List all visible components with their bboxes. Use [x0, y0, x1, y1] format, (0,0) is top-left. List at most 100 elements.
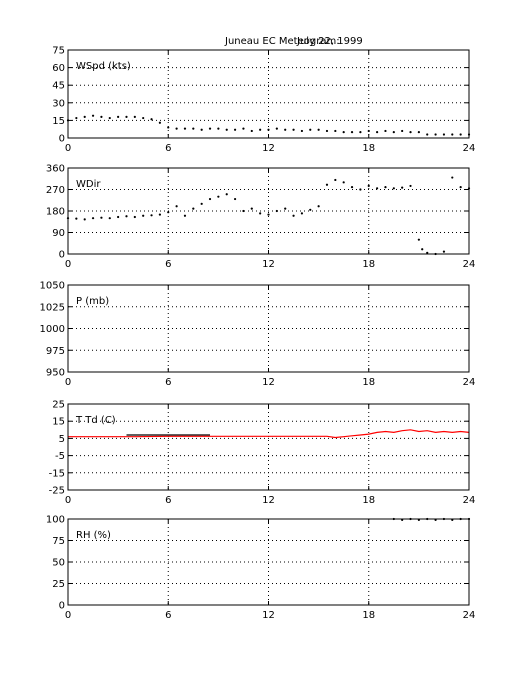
y-tick-label: 50 [52, 558, 65, 569]
data-point [200, 202, 203, 205]
data-point [217, 127, 220, 130]
x-tick-label: 18 [362, 495, 375, 506]
data-point [451, 176, 454, 179]
data-point [133, 115, 136, 118]
data-point [175, 127, 178, 130]
data-point [350, 131, 354, 134]
panel-1: 0 6 12 18 24 0 15 30 45 60 75 WSpd (kts) [52, 46, 475, 155]
data-point [292, 214, 295, 217]
y-tick-label: 0 [59, 134, 65, 145]
panel-label: P (mb) [76, 296, 109, 307]
x-tick-label: 12 [262, 377, 275, 388]
data-point [125, 215, 128, 218]
data-point [125, 115, 128, 118]
data-point [225, 128, 228, 131]
x-tick-label: 18 [362, 259, 375, 270]
data-point [117, 215, 120, 219]
x-tick-label: 24 [463, 377, 476, 388]
data-point [342, 131, 345, 134]
x-tick-label: 12 [262, 495, 275, 506]
data-point [91, 217, 95, 220]
x-tick-label: 12 [262, 610, 275, 621]
y-tick-label: 1050 [40, 281, 65, 292]
data-point [342, 181, 345, 184]
data-point [75, 217, 78, 220]
data-point [417, 238, 420, 241]
data-point [442, 250, 446, 253]
data-point [317, 205, 320, 208]
data-point [91, 114, 95, 117]
data-point [300, 212, 304, 215]
data-point [158, 213, 161, 216]
panel-label: T Td (C) [75, 415, 116, 426]
data-point [401, 186, 404, 189]
data-point [225, 193, 228, 196]
data-point [426, 133, 429, 136]
y-tick-label: 0 [59, 601, 65, 612]
data-point [317, 128, 320, 131]
panel-label: RH (%) [76, 530, 111, 541]
data-point [242, 127, 245, 130]
data-point [300, 129, 304, 133]
x-tick-label: 18 [362, 610, 375, 621]
data-point [442, 133, 446, 136]
panel-5: 0 6 12 18 24 0 25 50 75 100 RH (%) [46, 515, 475, 622]
data-point [392, 131, 395, 134]
x-tick-label: 0 [65, 495, 71, 506]
y-tick-label: 100 [46, 515, 65, 526]
x-tick-label: 18 [362, 143, 375, 154]
data-point [83, 115, 86, 118]
data-point [417, 131, 420, 134]
data-point [100, 115, 103, 118]
x-tick-label: 0 [65, 259, 71, 270]
y-tick-label: 360 [46, 164, 65, 175]
panel-label: WSpd (kts) [76, 61, 131, 72]
data-point [208, 127, 212, 130]
data-point [284, 128, 287, 131]
data-point [409, 184, 412, 188]
data-point [334, 178, 337, 182]
y-tick-label: 60 [52, 63, 65, 74]
y-tick-label: -5 [55, 451, 65, 462]
panel-2: 0 6 12 18 24 0 90 180 270 360 WDir [46, 164, 475, 271]
data-point [392, 187, 395, 190]
data-point [117, 115, 120, 118]
x-tick-label: 0 [65, 143, 71, 154]
data-point [426, 251, 429, 254]
data-point [359, 131, 362, 134]
x-tick-label: 12 [262, 143, 275, 154]
x-tick-label: 24 [463, 259, 476, 270]
series-line-2 [68, 429, 470, 439]
data-point [108, 217, 111, 220]
x-tick-label: 6 [165, 377, 171, 388]
data-point [421, 248, 424, 251]
data-point [367, 129, 370, 133]
y-tick-label: 15 [52, 417, 65, 428]
data-point [108, 116, 111, 120]
data-point [242, 209, 245, 213]
data-point [150, 118, 153, 121]
y-tick-label: 45 [52, 81, 65, 92]
data-point [367, 184, 370, 188]
y-tick-label: 975 [46, 346, 65, 357]
data-point [100, 216, 103, 219]
x-tick-label: 6 [165, 143, 171, 154]
data-point [376, 131, 379, 134]
data-point [267, 128, 270, 131]
data-point [359, 188, 362, 191]
data-point [150, 214, 153, 217]
data-point [142, 214, 145, 217]
y-tick-label: 1000 [40, 324, 65, 335]
data-point [183, 214, 187, 217]
y-tick-label: 75 [52, 536, 65, 547]
data-point [292, 128, 295, 131]
x-tick-label: 24 [463, 143, 476, 154]
y-tick-label: 950 [46, 368, 65, 379]
data-point [250, 207, 253, 210]
figure-title: Juneau EC Meteogram: [224, 36, 340, 47]
x-tick-label: 18 [362, 377, 375, 388]
data-point [384, 129, 387, 133]
data-point [325, 129, 329, 133]
y-tick-label: 180 [46, 207, 65, 218]
